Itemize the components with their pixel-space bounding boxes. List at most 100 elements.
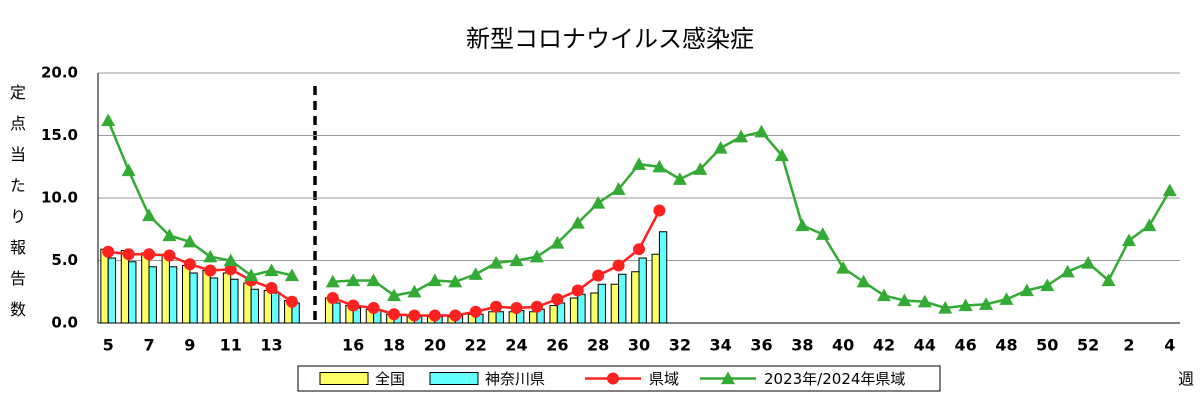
marker xyxy=(795,218,810,232)
marker xyxy=(162,228,177,242)
y-tick-label: 10.0 xyxy=(41,189,78,207)
line xyxy=(107,120,293,277)
legend-label: 県域 xyxy=(649,370,679,388)
bar xyxy=(182,265,191,324)
bar xyxy=(590,292,599,324)
x-axis-label: 週 xyxy=(1178,370,1194,389)
marker xyxy=(346,273,361,287)
x-tick-label: 26 xyxy=(546,336,568,355)
bar xyxy=(100,248,109,324)
marker xyxy=(102,245,115,258)
marker xyxy=(489,256,504,269)
marker xyxy=(876,288,891,302)
x-tick-label: 18 xyxy=(383,336,405,355)
marker xyxy=(387,288,402,302)
marker xyxy=(468,267,483,280)
x-tick-label: 42 xyxy=(873,336,895,355)
x-tick-label: 13 xyxy=(260,336,282,355)
marker xyxy=(550,236,565,249)
x-tick-label: 44 xyxy=(914,336,936,355)
marker xyxy=(347,299,360,312)
marker xyxy=(143,248,156,261)
bar xyxy=(107,257,117,324)
bar xyxy=(189,272,198,324)
legend-label: 全国 xyxy=(375,370,405,388)
bar xyxy=(128,261,137,324)
x-tick-label: 36 xyxy=(750,336,772,355)
bar xyxy=(618,273,627,324)
y-tick-label: 15.0 xyxy=(41,126,78,144)
bar xyxy=(651,253,660,324)
marker xyxy=(1142,218,1157,232)
marker xyxy=(142,208,157,222)
bar xyxy=(168,266,178,324)
legend-swatch xyxy=(429,372,479,385)
marker xyxy=(388,308,401,321)
bar xyxy=(638,257,647,324)
marker xyxy=(490,300,503,313)
x-tick-label: 50 xyxy=(1036,336,1058,355)
line xyxy=(108,250,293,303)
x-tick-label: 30 xyxy=(628,336,650,355)
marker xyxy=(224,263,237,276)
x-tick-label: 5 xyxy=(103,336,114,355)
marker xyxy=(897,293,912,307)
bar xyxy=(332,302,341,324)
marker xyxy=(1081,256,1096,269)
marker xyxy=(428,309,441,322)
bar xyxy=(222,272,232,324)
marker xyxy=(121,163,136,177)
marker xyxy=(204,264,217,277)
marker xyxy=(427,273,442,287)
marker xyxy=(570,216,585,229)
marker xyxy=(367,302,380,314)
marker xyxy=(1101,273,1116,287)
marker xyxy=(836,261,851,274)
marker xyxy=(264,263,279,277)
marker xyxy=(693,162,708,175)
marker xyxy=(510,302,523,314)
x-tick-label: 11 xyxy=(220,336,242,355)
marker xyxy=(529,249,544,263)
bar xyxy=(141,252,150,324)
marker xyxy=(734,129,749,143)
marker xyxy=(571,284,584,297)
marker xyxy=(713,141,728,154)
bar xyxy=(577,293,586,324)
bar xyxy=(495,311,504,324)
marker xyxy=(938,301,953,314)
bar xyxy=(271,292,280,324)
chart-title: 新型コロナウイルス感染症 xyxy=(466,25,754,53)
marker xyxy=(591,196,606,209)
marker xyxy=(592,269,605,282)
marker xyxy=(653,204,666,217)
legend-marker xyxy=(607,372,619,385)
x-tick-label: 22 xyxy=(465,336,487,355)
marker xyxy=(551,293,564,306)
marker xyxy=(325,274,340,288)
y-tick-label: 0.0 xyxy=(51,314,78,332)
x-tick-label: 24 xyxy=(505,336,527,355)
bar xyxy=(148,266,157,324)
bar xyxy=(209,277,219,324)
marker xyxy=(1060,264,1075,278)
x-tick-label: 34 xyxy=(710,336,732,355)
marker xyxy=(999,292,1014,305)
marker xyxy=(183,258,196,271)
x-tick-label: 28 xyxy=(587,336,609,355)
bar xyxy=(488,311,497,324)
bar xyxy=(569,297,579,324)
marker xyxy=(122,248,135,261)
marker xyxy=(101,113,116,127)
marker xyxy=(1040,278,1055,292)
marker xyxy=(408,309,421,322)
legend-label: 神奈川県 xyxy=(485,370,545,388)
bar xyxy=(161,253,170,324)
marker xyxy=(285,295,298,308)
marker xyxy=(449,309,462,322)
legend-swatch xyxy=(319,372,369,385)
x-tick-label: 16 xyxy=(342,336,364,355)
marker xyxy=(469,305,482,318)
x-tick-label: 46 xyxy=(955,336,977,355)
